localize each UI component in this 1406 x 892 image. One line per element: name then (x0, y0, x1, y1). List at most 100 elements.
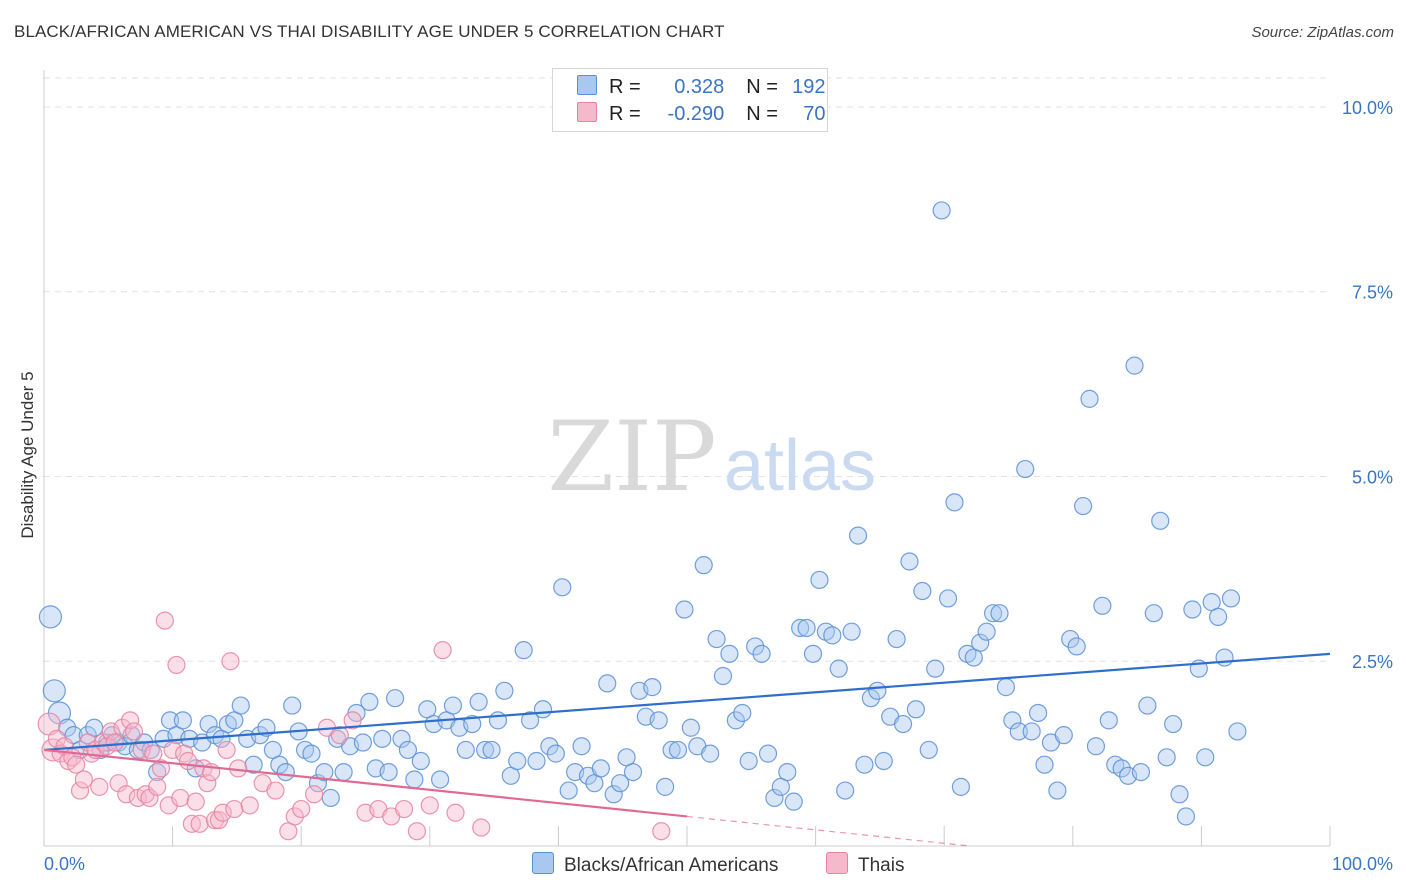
point-blacks (527, 751, 546, 771)
point-thais (124, 722, 144, 741)
point-blacks (1061, 629, 1080, 649)
point-thais (163, 740, 182, 760)
legend-row-blacks: R = 0.328 N = 192 (577, 75, 826, 99)
point-blacks (385, 689, 405, 708)
legend-r-value: 0.328 (674, 76, 725, 98)
point-blacks (887, 629, 906, 649)
point-blacks (1073, 496, 1093, 516)
point-blacks (1067, 637, 1086, 656)
point-blacks (553, 578, 572, 597)
legend-n-label: N = (746, 103, 784, 125)
point-blacks (1022, 722, 1041, 741)
point-blacks (463, 714, 482, 734)
point-blacks (128, 740, 147, 760)
legend-r-label: R = (609, 76, 647, 98)
point-blacks (746, 637, 765, 656)
point-blacks (662, 740, 681, 760)
point-thais (205, 811, 225, 830)
bottom-legend-blacks[interactable]: Blacks/African Americans (532, 852, 778, 877)
point-blacks (1215, 648, 1234, 667)
point-blacks (540, 737, 559, 756)
point-blacks (514, 641, 533, 660)
point-blacks (932, 201, 951, 220)
point-blacks (913, 581, 932, 601)
point-thais (132, 740, 151, 760)
point-blacks (598, 674, 617, 693)
watermark-zip: ZIP (547, 401, 716, 513)
point-blacks (1221, 589, 1241, 608)
point-blacks (1112, 759, 1131, 778)
point-blacks (1228, 722, 1247, 741)
point-blacks (1003, 711, 1022, 730)
point-blacks (1176, 807, 1196, 826)
point-blacks (1080, 389, 1099, 408)
point-blacks (823, 626, 842, 645)
point-blacks (42, 679, 66, 703)
point-blacks (334, 762, 353, 782)
point-blacks (488, 711, 508, 730)
point-blacks (411, 751, 430, 771)
point-blacks (803, 644, 823, 663)
point-blacks (244, 755, 263, 774)
point-blacks (315, 762, 334, 782)
point-blacks (733, 703, 752, 723)
point-thais (155, 611, 174, 630)
y-tick-label: 10.0% (1342, 98, 1393, 118)
point-blacks (656, 777, 675, 796)
point-blacks (1125, 356, 1144, 375)
point-blacks (173, 711, 192, 730)
point-blacks (758, 744, 778, 763)
point-thais (90, 777, 109, 796)
point-blacks (1157, 748, 1176, 767)
point-blacks (1164, 714, 1183, 734)
point-thais (285, 807, 304, 826)
point-blacks (283, 696, 302, 715)
point-thais (343, 711, 362, 730)
point-blacks (1048, 781, 1067, 800)
point-blacks (443, 696, 463, 715)
point-thais (292, 799, 311, 819)
point-blacks (1144, 604, 1163, 623)
point-blacks (1151, 511, 1170, 530)
legend-swatch-thais (577, 102, 597, 122)
point-blacks (456, 740, 475, 760)
point-blacks (893, 714, 913, 734)
trend-line-thais-extension (686, 815, 970, 847)
point-thais (47, 729, 66, 748)
point-blacks (623, 762, 643, 782)
point-blacks (276, 762, 295, 782)
point-blacks (681, 718, 700, 737)
point-blacks (791, 618, 810, 638)
point-blacks (784, 792, 803, 811)
point-blacks (868, 681, 887, 700)
point-blacks (1138, 696, 1157, 715)
bottom-legend-thais[interactable]: Thais (826, 852, 904, 877)
point-blacks (739, 751, 758, 771)
point-blacks (78, 726, 97, 745)
point-thais (420, 796, 439, 815)
point-blacks (1209, 607, 1228, 626)
trend-lines (43, 652, 1331, 847)
point-blacks (495, 681, 514, 700)
point-thais (70, 781, 90, 800)
source-label: Source: ZipAtlas.com (1251, 24, 1394, 41)
point-blacks (533, 700, 553, 719)
point-thais (472, 818, 491, 837)
bottom-legend-swatch-thais (826, 852, 848, 874)
point-blacks (398, 740, 418, 760)
point-blacks (1035, 755, 1054, 774)
point-blacks (1099, 711, 1118, 730)
point-blacks (353, 733, 373, 752)
point-blacks (475, 740, 495, 760)
point-thais (266, 781, 285, 800)
point-blacks (611, 774, 630, 793)
legend-n-label: N = (746, 76, 784, 98)
point-blacks (591, 759, 610, 778)
point-blacks (469, 692, 488, 711)
legend-n-value: 192 (792, 76, 826, 98)
point-blacks (707, 629, 726, 649)
y-tick-label: 7.5% (1352, 283, 1393, 303)
legend-r-value: -0.290 (667, 103, 725, 125)
point-blacks (392, 729, 411, 748)
